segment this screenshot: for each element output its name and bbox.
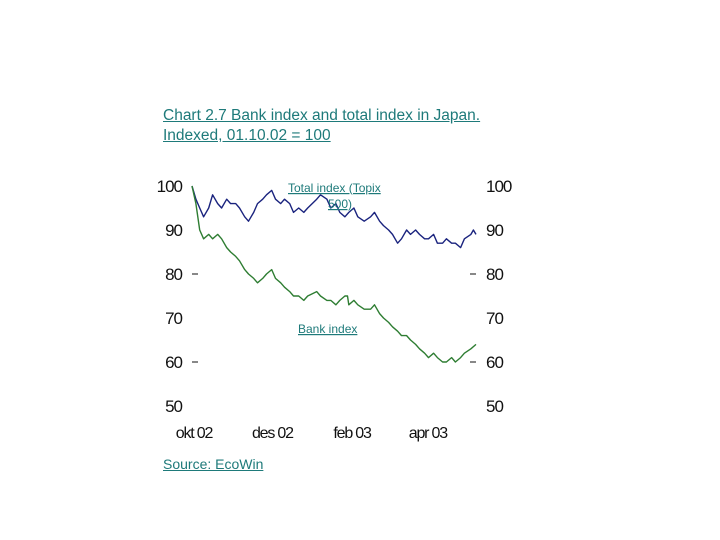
y-tick-label-left: 60 xyxy=(165,353,182,372)
bank-index-line xyxy=(191,185,477,363)
source-note: Source: EcoWin xyxy=(163,456,264,472)
y-tick-label-right: 100 xyxy=(486,177,512,196)
y-tick-label-right: 80 xyxy=(486,265,503,284)
y-tick-label-left: 50 xyxy=(165,397,182,416)
x-tick-label: okt 02 xyxy=(176,425,214,442)
chart-axes: 100 90 80 70 60 50 100 90 80 70 60 50 okt 02 des 02 fe… xyxy=(157,177,513,442)
bank-index-annotation: Bank index xyxy=(298,322,357,336)
chart-series xyxy=(191,185,477,363)
x-tick-label: des 02 xyxy=(252,425,294,442)
chart-title: Chart 2.7 Bank index and total index in … xyxy=(163,107,481,144)
y-tick-label-right: 50 xyxy=(486,397,503,416)
total-index-annotation-line2: 500) xyxy=(328,197,352,211)
x-tick-label: apr 03 xyxy=(409,425,448,442)
y-tick-label-left: 100 xyxy=(157,177,183,196)
y-tick-label-left: 80 xyxy=(165,265,182,284)
y-tick-label-right: 70 xyxy=(486,309,503,328)
x-tick-label: feb 03 xyxy=(333,425,372,442)
total-index-annotation-line1: Total index (Topix xyxy=(288,181,381,195)
chart-annotations: Total index (Topix 500) Bank index xyxy=(288,181,381,336)
y-tick-label-right: 90 xyxy=(486,221,503,240)
y-tick-label-right: 60 xyxy=(486,353,503,372)
y-tick-label-left: 70 xyxy=(165,309,182,328)
total-index-line xyxy=(191,185,477,249)
y-tick-label-left: 90 xyxy=(165,221,182,240)
